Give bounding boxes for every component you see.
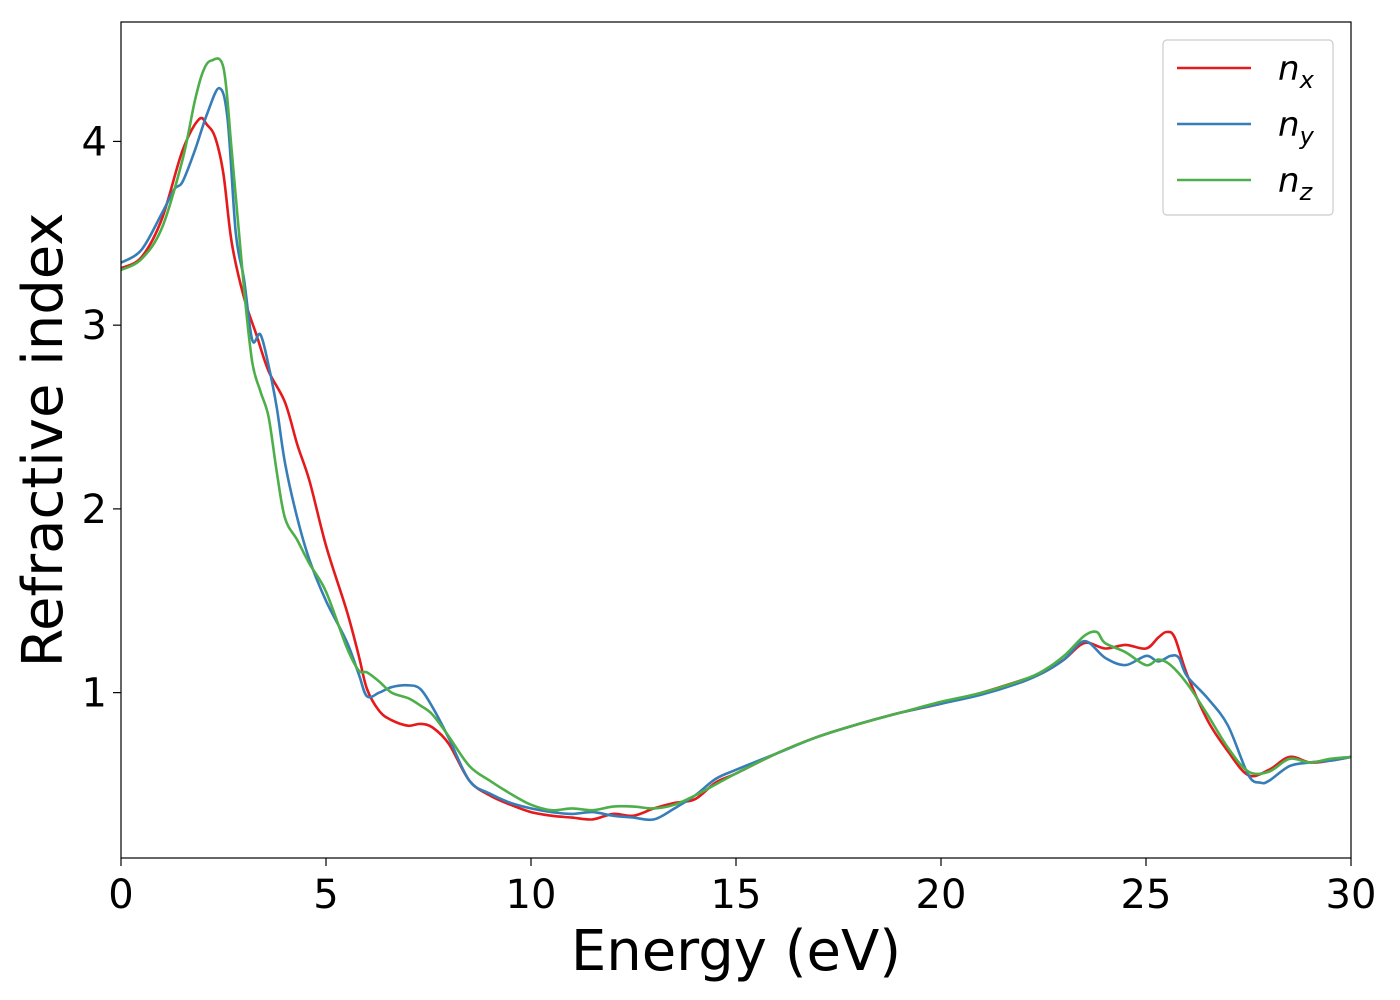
y-tick-label: 3 (82, 303, 107, 349)
y-tick-label: 4 (82, 119, 107, 165)
series-line-ny (121, 86, 1351, 822)
x-axis-ticks: 0 5 10 15 20 25 30 (108, 858, 1376, 918)
series-line-nz (121, 57, 1351, 812)
plot-lines (121, 57, 1351, 822)
series-line-nx (121, 116, 1351, 821)
x-tick-label: 15 (711, 872, 762, 918)
legend-label-nx: nx (1278, 49, 1315, 94)
x-tick-label: 0 (108, 872, 133, 918)
y-tick-label: 2 (82, 487, 107, 533)
x-axis-title: Energy (eV) (571, 919, 901, 984)
legend-label-nz: nz (1278, 161, 1314, 206)
x-tick-label: 5 (313, 872, 338, 918)
x-tick-label: 30 (1326, 872, 1377, 918)
y-axis-title: Refractive index (11, 213, 76, 668)
legend: nx ny nz (1162, 39, 1334, 216)
y-axis-ticks: 1 2 3 4 (82, 119, 121, 717)
legend-label-ny: ny (1278, 105, 1315, 150)
legend-box (1162, 39, 1334, 216)
x-tick-label: 10 (506, 872, 557, 918)
y-tick-label: 1 (82, 671, 107, 717)
x-tick-label: 25 (1121, 872, 1172, 918)
x-tick-label: 20 (916, 872, 967, 918)
